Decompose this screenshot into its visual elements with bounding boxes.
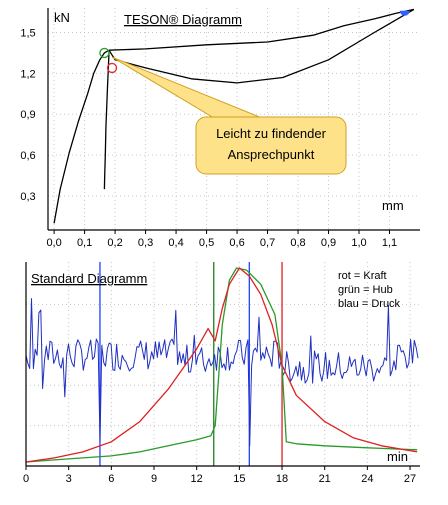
standard-title: Standard Diagramm (31, 271, 147, 286)
teson-point-marker (106, 62, 118, 74)
standard-x-tick-label: 9 (151, 473, 157, 485)
teson-point-marker (99, 47, 110, 59)
kraft-series-line (25, 267, 418, 463)
druck-series-line (25, 298, 419, 447)
teson-y-tick-label: 0,6 (20, 150, 35, 162)
standard-x-tick-label: 27 (404, 473, 416, 485)
teson-x-tick-label: 0,3 (138, 237, 153, 249)
teson-curve (108, 8, 415, 51)
standard-x-tick-label: 24 (361, 473, 373, 485)
standard-x-unit: min (387, 449, 408, 464)
teson-x-tick-label: 0,1 (77, 237, 92, 249)
teson-title: TESON® Diagramm (124, 12, 242, 27)
teson-x-tick-label: 0,9 (321, 237, 336, 249)
teson-y-tick-label: 0,3 (20, 191, 35, 203)
legend-line-druck: blau = Druck (338, 298, 401, 310)
teson-x-tick-label: 0,6 (229, 237, 244, 249)
teson-x-tick-label: 0,8 (290, 237, 305, 249)
teson-y-ticks: 1,5 1,2 0,9 0,6 0,3 (20, 28, 35, 203)
standard-x-tick-label: 12 (191, 473, 203, 485)
teson-x-ticks: 0,0 0,1 0,2 0,3 0,4 0,5 0,6 0,7 0,8 0,9 1,0 1,1 (46, 230, 397, 249)
callout-box (195, 116, 347, 175)
standard-x-tick-label: 18 (276, 473, 288, 485)
standard-x-tick-label: 15 (233, 473, 245, 485)
teson-curve (103, 52, 110, 190)
teson-peak-marker (399, 10, 410, 16)
standard-x-ticks: 0 3 6 9 12 15 18 21 24 27 (23, 466, 416, 485)
standard-x-tick-label: 0 (23, 473, 29, 485)
standard-x-tick-label: 21 (319, 473, 331, 485)
legend-line-hub: grün = Hub (338, 284, 393, 296)
teson-x-tick-label: 0,5 (199, 237, 214, 249)
teson-x-tick-label: 1,1 (382, 237, 397, 249)
teson-x-unit: mm (382, 198, 404, 213)
standard-x-tick-label: 6 (108, 473, 114, 485)
teson-y-unit: kN (54, 10, 70, 25)
legend-line-kraft: rot = Kraft (338, 270, 387, 282)
standard-x-tick-label: 3 (66, 473, 72, 485)
teson-x-tick-label: 0,0 (46, 237, 61, 249)
standard-series (25, 267, 419, 463)
teson-markers (99, 10, 410, 74)
teson-grid (48, 8, 420, 230)
callout-line-1: Leicht zu findender (216, 126, 327, 141)
teson-curve (53, 49, 110, 224)
teson-x-tick-label: 0,7 (260, 237, 275, 249)
callout-line-2: Ansprechpunkt (228, 147, 315, 162)
hub-series-line (25, 267, 418, 463)
teson-x-tick-label: 0,4 (168, 237, 183, 249)
teson-x-tick-label: 0,2 (107, 237, 122, 249)
teson-x-tick-label: 1,0 (351, 237, 366, 249)
teson-y-tick-label: 0,9 (20, 109, 35, 121)
teson-y-tick-label: 1,5 (20, 28, 35, 40)
teson-y-tick-label: 1,2 (20, 68, 35, 80)
